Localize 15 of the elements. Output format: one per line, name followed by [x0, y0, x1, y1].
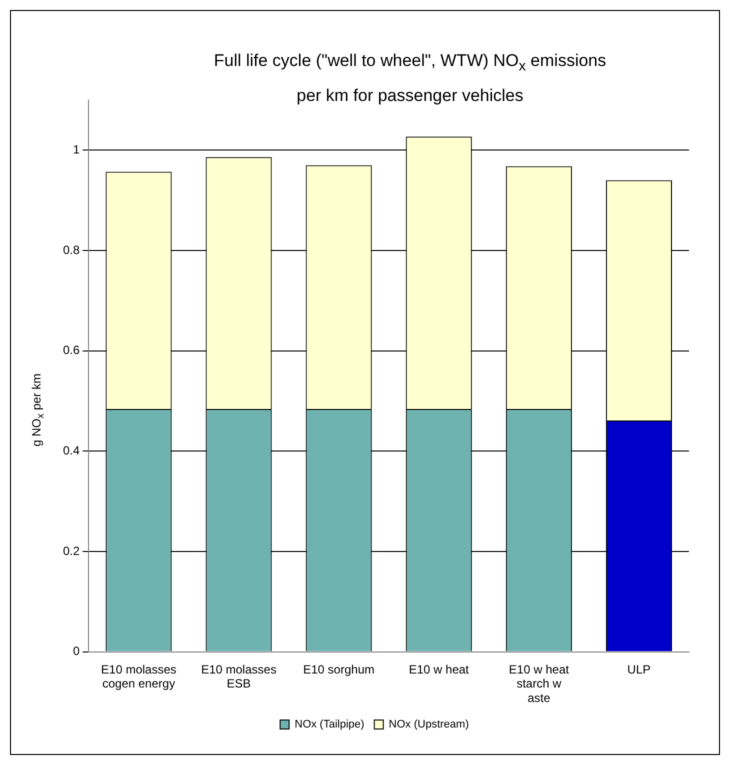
- legend-label: NOx (Tailpipe): [294, 718, 364, 731]
- x-tick-label: E10 w heat: [408, 662, 470, 676]
- y-tick-label: 0.4: [62, 443, 80, 458]
- chart-title: Full life cycle ("well to wheel", WTW) NO$_{x}$ emissions per km for passenger vehicles: [212, 50, 608, 108]
- y-tick-label: 0.2: [62, 544, 80, 558]
- x-tick-label: E10 molasses ESB: [201, 662, 276, 691]
- y-tick-label: 0.8: [62, 242, 80, 257]
- y-tick-label: 1: [72, 142, 80, 156]
- y-tick-label: 0: [72, 644, 80, 658]
- x-tick-label: E10 w heat starch w aste: [508, 662, 570, 706]
- legend-label: NOx (Upstream): [388, 718, 469, 731]
- y-tick-label: 0.6: [62, 343, 80, 358]
- x-tick-label: E10 molasses cogen energy: [101, 662, 176, 691]
- x-tick-label: ULP: [627, 662, 651, 676]
- x-tick-label: E10 sorghum: [303, 662, 375, 676]
